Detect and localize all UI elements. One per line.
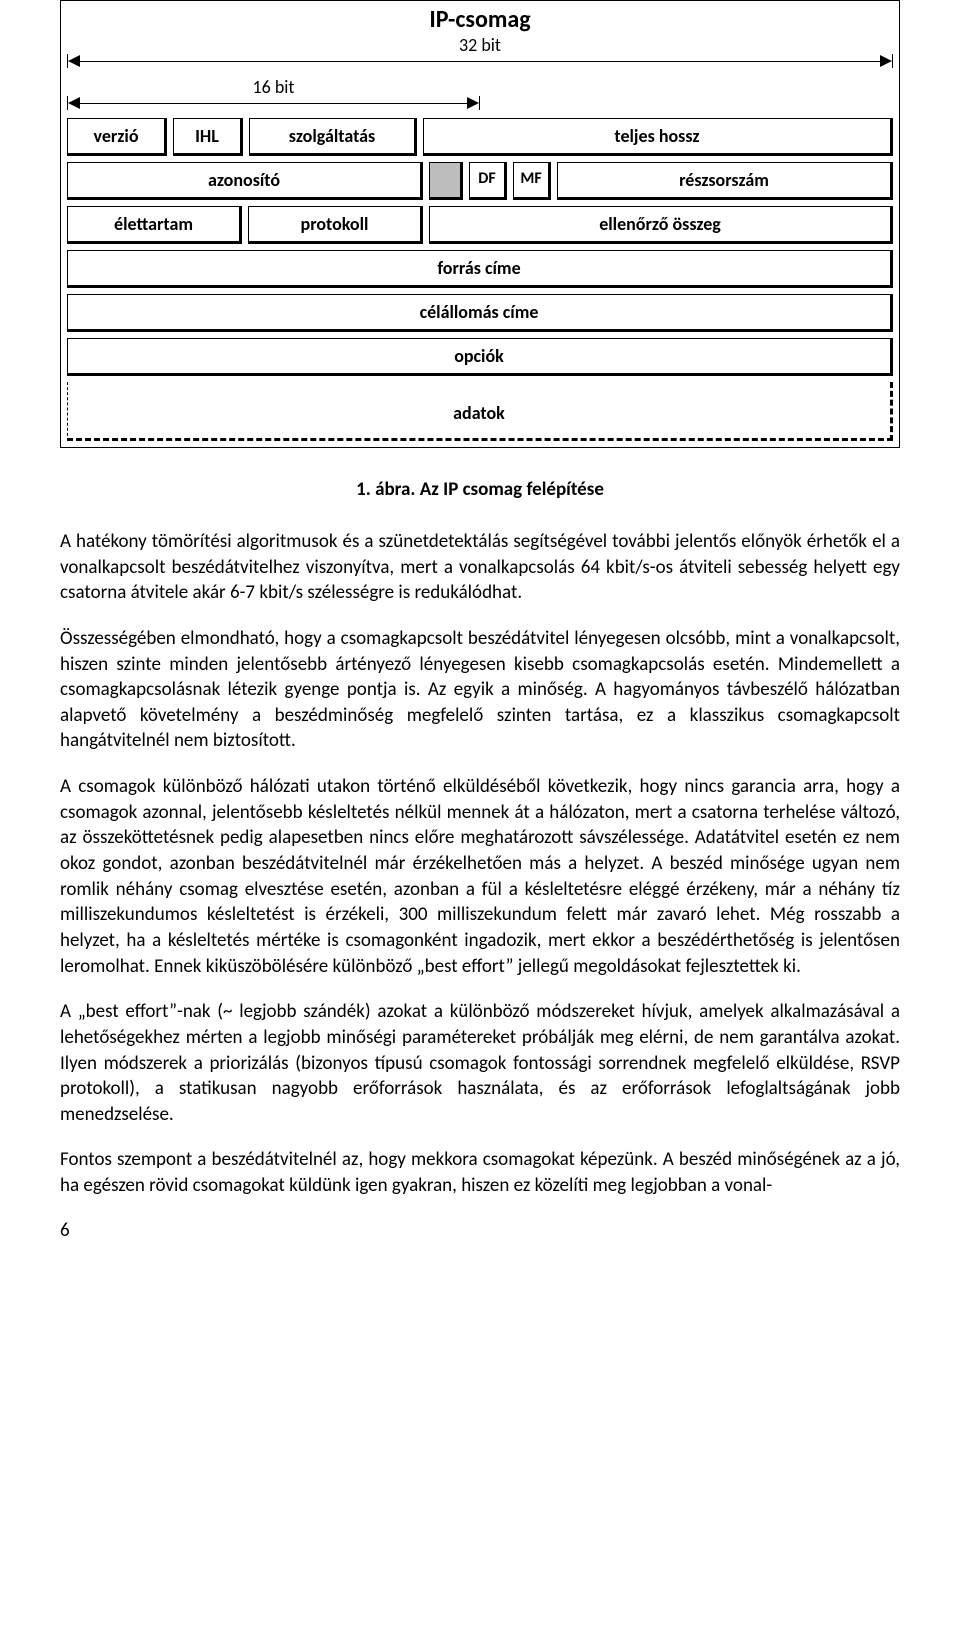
field-adatok: adatok [67,382,893,441]
field-protokoll: protokoll [248,206,423,244]
paragraph-3: A csomagok különböző hálózati utakon tör… [60,774,900,979]
paragraph-2: Összességében elmondható, hogy a csomagk… [60,626,900,754]
field-verzio: verzió [67,118,167,156]
field-reszsorszam: részsorszám [557,162,893,200]
field-szolgaltatas: szolgáltatás [249,118,417,156]
field-azonosito: azonosító [67,162,423,200]
field-ihl: IHL [173,118,243,156]
field-opciok: opciók [67,338,893,376]
diagram-title: IP-csomag [67,1,893,36]
paragraph-5: Fontos szempont a beszédátvitelnél az, h… [60,1147,900,1198]
header-row-1: verzió IHL szolgáltatás teljes hossz [67,118,893,156]
paragraph-4: A „best effort”-nak (~ legjobb szándék) … [60,999,900,1127]
field-cel: célállomás címe [67,294,893,332]
page-number: 6 [60,1219,900,1242]
header-row-6: opciók [67,338,893,376]
header-row-4: forrás címe [67,250,893,288]
header-row-5: célállomás címe [67,294,893,332]
header-row-2: azonosító DF MF részsorszám [67,162,893,200]
paragraph-1: A hatékony tömörítési algoritmusok és a … [60,529,900,606]
field-ellenorzo: ellenőrző összeg [429,206,893,244]
field-reserved-flag [429,162,463,200]
field-elettartam: élettartam [67,206,242,244]
figure-caption: 1. ábra. Az IP csomag felépítése [60,478,900,501]
field-mf: MF [513,162,551,200]
field-teljes-hossz: teljes hossz [423,118,893,156]
header-row-3: élettartam protokoll ellenőrző összeg [67,206,893,244]
field-df: DF [469,162,507,200]
field-forras: forrás címe [67,250,893,288]
ip-packet-diagram: IP-csomag 32 bit 16 bit verzió IHL szolg… [60,0,900,448]
